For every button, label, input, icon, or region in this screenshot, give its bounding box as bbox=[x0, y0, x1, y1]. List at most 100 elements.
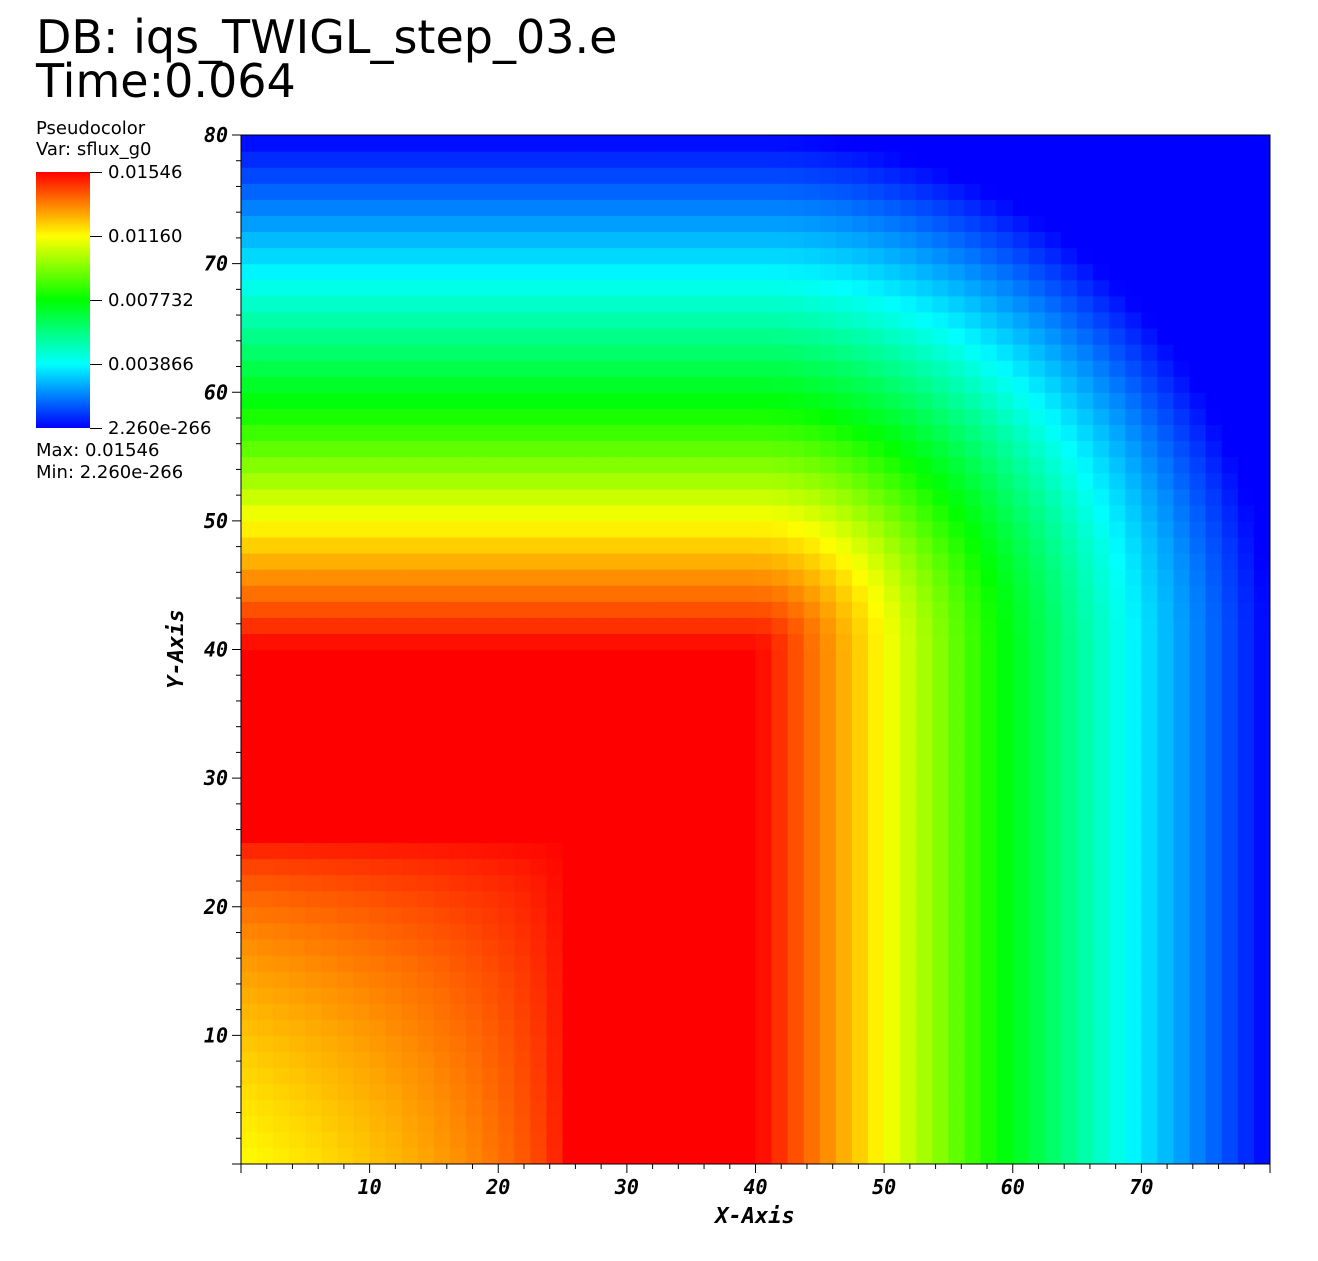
heatmap-cell bbox=[851, 135, 869, 152]
heatmap-cell bbox=[466, 906, 483, 924]
heatmap-cell bbox=[996, 794, 1014, 811]
heatmap-cell bbox=[1141, 665, 1159, 683]
heatmap-cell bbox=[562, 520, 580, 538]
heatmap-cell bbox=[337, 536, 355, 554]
heatmap-cell bbox=[675, 456, 692, 474]
heatmap-cell bbox=[1205, 585, 1223, 602]
heatmap-cell bbox=[996, 826, 1014, 844]
heatmap-cell bbox=[257, 504, 274, 522]
heatmap-cell bbox=[1012, 456, 1030, 474]
heatmap-cell bbox=[803, 215, 821, 233]
heatmap-cell bbox=[948, 1019, 966, 1036]
heatmap-cell bbox=[337, 1067, 355, 1085]
heatmap-cell bbox=[417, 649, 435, 667]
heatmap-cell bbox=[771, 151, 789, 168]
heatmap-cell bbox=[482, 279, 499, 297]
heatmap-cell bbox=[691, 295, 708, 313]
heatmap-cell bbox=[851, 215, 869, 233]
heatmap-cell bbox=[1077, 263, 1094, 281]
heatmap-cell bbox=[755, 263, 773, 281]
heatmap-cell bbox=[980, 183, 998, 200]
heatmap-cell bbox=[369, 778, 387, 795]
heatmap-cell bbox=[337, 971, 355, 988]
heatmap-cell bbox=[932, 360, 950, 377]
heatmap-cell bbox=[1253, 199, 1270, 216]
heatmap-cell bbox=[868, 1131, 885, 1149]
heatmap-cell bbox=[755, 858, 773, 876]
heatmap-cell bbox=[1141, 649, 1159, 667]
heatmap-cell bbox=[273, 279, 290, 297]
heatmap-cell bbox=[337, 778, 355, 795]
heatmap-cell bbox=[289, 536, 306, 554]
heatmap-cell bbox=[337, 360, 355, 377]
heatmap-cell bbox=[659, 697, 676, 715]
heatmap-cell bbox=[337, 135, 355, 152]
heatmap-cell bbox=[385, 585, 403, 602]
heatmap-cell bbox=[1173, 440, 1191, 458]
heatmap-cell bbox=[273, 135, 290, 152]
heatmap-cell bbox=[498, 1115, 515, 1133]
heatmap-cell bbox=[851, 633, 869, 651]
heatmap-cell bbox=[514, 344, 532, 361]
heatmap-cell bbox=[594, 488, 612, 506]
heatmap-cell bbox=[739, 520, 757, 538]
heatmap-cell bbox=[1028, 215, 1046, 233]
heatmap-cell bbox=[289, 1131, 306, 1149]
heatmap-cell bbox=[450, 504, 467, 522]
heatmap-cell bbox=[241, 263, 258, 281]
heatmap-cell bbox=[1028, 183, 1046, 200]
heatmap-cell bbox=[1205, 1067, 1223, 1085]
heatmap-cell bbox=[1109, 504, 1126, 522]
heatmap-cell bbox=[1173, 954, 1191, 972]
heatmap-cell bbox=[482, 456, 499, 474]
heatmap-cell bbox=[530, 681, 548, 699]
heatmap-cell bbox=[835, 1019, 853, 1036]
heatmap-cell bbox=[1141, 569, 1159, 586]
heatmap-cell bbox=[819, 1131, 837, 1149]
heatmap-cell bbox=[498, 1051, 515, 1069]
heatmap-cell bbox=[1109, 1067, 1126, 1085]
heatmap-cell bbox=[723, 183, 741, 200]
heatmap-cell bbox=[353, 1099, 371, 1117]
heatmap-cell bbox=[948, 681, 966, 699]
heatmap-cell bbox=[578, 585, 596, 602]
heatmap-cell bbox=[851, 536, 869, 554]
heatmap-cell bbox=[868, 456, 885, 474]
heatmap-cell bbox=[514, 585, 532, 602]
heatmap-cell bbox=[337, 376, 355, 393]
heatmap-cell bbox=[385, 199, 403, 216]
heatmap-cell bbox=[289, 1083, 306, 1101]
heatmap-cell bbox=[257, 167, 274, 184]
heatmap-cell bbox=[337, 954, 355, 972]
heatmap-cell bbox=[1012, 601, 1030, 618]
heatmap-cell bbox=[578, 424, 596, 442]
heatmap-cell bbox=[337, 601, 355, 618]
heatmap-cell bbox=[1157, 231, 1175, 249]
heatmap-cell bbox=[610, 1067, 628, 1085]
heatmap-cell bbox=[1077, 360, 1094, 377]
heatmap-cell bbox=[241, 360, 258, 377]
heatmap-cell bbox=[948, 135, 966, 152]
heatmap-cell bbox=[241, 247, 258, 265]
heatmap-cell bbox=[835, 874, 853, 892]
heatmap-cell bbox=[819, 649, 837, 667]
heatmap-cell bbox=[626, 231, 644, 249]
heatmap-cell bbox=[1093, 633, 1110, 651]
heatmap-cell bbox=[562, 231, 580, 249]
heatmap-cell bbox=[466, 376, 483, 393]
heatmap-cell bbox=[787, 553, 805, 570]
heatmap-cell bbox=[1044, 778, 1062, 795]
heatmap-cell bbox=[1189, 553, 1207, 570]
heatmap-cell bbox=[337, 906, 355, 924]
heatmap-cell bbox=[1060, 1035, 1078, 1053]
heatmap-cell bbox=[369, 199, 387, 216]
heatmap-cell bbox=[626, 408, 644, 426]
heatmap-cell bbox=[659, 392, 676, 409]
heatmap-cell bbox=[1012, 472, 1030, 490]
heatmap-cell bbox=[1173, 681, 1191, 699]
heatmap-cell bbox=[1060, 215, 1078, 233]
heatmap-cell bbox=[1093, 424, 1110, 442]
heatmap-cell bbox=[498, 1067, 515, 1085]
heatmap-cell bbox=[305, 1067, 322, 1085]
heatmap-cell bbox=[1109, 392, 1126, 409]
